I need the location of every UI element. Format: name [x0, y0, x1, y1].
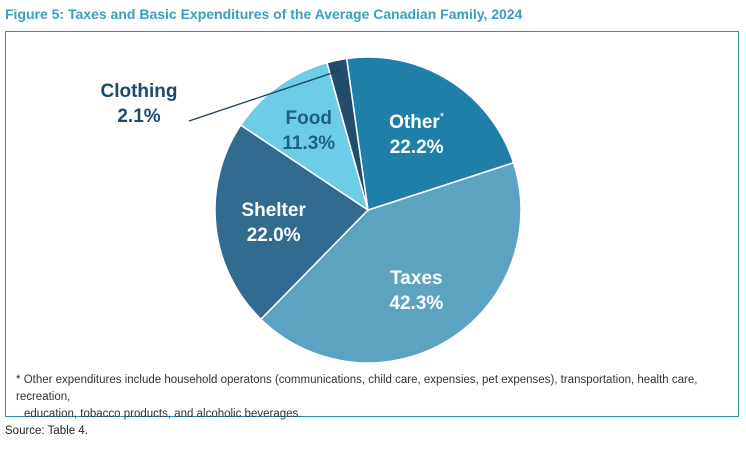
source-note: Source: Table 4.: [5, 425, 88, 437]
slice-value-shelter: 22.0%: [247, 225, 301, 246]
pie-chart: Taxes 42.3% Shelter 22.0% Food 11.3% Clothing 2…: [100, 56, 522, 364]
slice-value-other: 22.2%: [390, 137, 444, 158]
pie-slice-food: [239, 61, 370, 212]
pie-labels: Taxes 42.3% Shelter 22.0% Food 11.3% Clothing 2…: [100, 81, 444, 314]
footnote-text-line1: Other expenditures include household ope…: [16, 374, 698, 403]
footnote: * Other expenditures include household o…: [16, 372, 728, 423]
slice-value-clothing: 2.1%: [117, 106, 160, 127]
chart-frame: Taxes 42.3% Shelter 22.0% Food 11.3% Clothing 2…: [5, 31, 739, 420]
figure-title: Figure 5: Taxes and Basic Expenditures o…: [5, 6, 523, 22]
footnote-text-line2: education, tobacco products, and alcohol…: [24, 408, 302, 420]
slice-label-clothing: Clothing: [100, 81, 177, 102]
slice-label-taxes: Taxes: [390, 268, 442, 289]
slice-value-taxes: 42.3%: [389, 293, 443, 314]
footnote-marker: *: [16, 374, 21, 386]
clothing-leader-line: [188, 70, 340, 122]
slice-label-shelter: Shelter: [241, 200, 306, 221]
slice-label-food: Food: [286, 108, 332, 129]
pie-slice-shelter: [214, 124, 370, 321]
pie-slice-other: [345, 56, 515, 211]
slice-label-other: Other*: [389, 111, 445, 133]
pie-slices: [214, 56, 522, 364]
pie-slice-taxes: [259, 161, 522, 364]
slice-label-marker: *: [440, 111, 445, 123]
slice-value-food: 11.3%: [282, 133, 335, 154]
